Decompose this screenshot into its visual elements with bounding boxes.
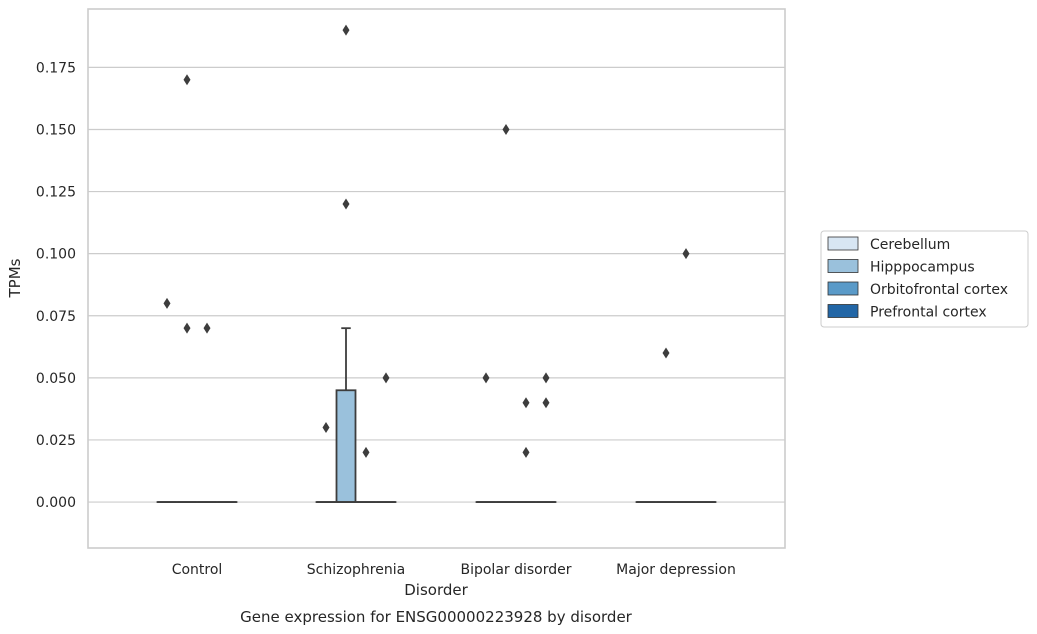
outlier-point bbox=[342, 198, 350, 210]
outlier-point bbox=[542, 397, 550, 409]
outlier-point bbox=[522, 446, 530, 458]
outlier-point bbox=[163, 297, 171, 309]
outlier-point bbox=[382, 372, 390, 384]
x-tick-label: Schizophrenia bbox=[307, 562, 405, 578]
plot-frame bbox=[87, 8, 786, 549]
outlier-point bbox=[183, 74, 191, 86]
outlier-point bbox=[662, 347, 670, 359]
outlier-point bbox=[342, 24, 350, 36]
box-body bbox=[335, 389, 357, 503]
legend-label: Hipppocampus bbox=[870, 260, 975, 276]
x-tick-label: Bipolar disorder bbox=[460, 562, 571, 578]
y-axis-label: TPMs bbox=[6, 258, 24, 298]
y-tick-label: 0.150 bbox=[36, 122, 76, 138]
outlier-point bbox=[183, 322, 191, 334]
legend-label: Orbitofrontal cortex bbox=[870, 282, 1008, 298]
y-tick-label: 0.100 bbox=[36, 247, 76, 263]
x-axis-label: Disorder bbox=[404, 581, 468, 599]
outlier-points bbox=[163, 24, 690, 458]
legend-label: Cerebellum bbox=[870, 237, 950, 253]
box-hipppocampus bbox=[335, 327, 357, 503]
y-tick-label: 0.000 bbox=[36, 495, 76, 511]
x-axis-ticks: Control Schizophrenia Bipolar disorder Majo… bbox=[172, 562, 736, 578]
outlier-point bbox=[482, 372, 490, 384]
outlier-point bbox=[542, 372, 550, 384]
outlier-point bbox=[682, 248, 690, 260]
legend-frame bbox=[820, 230, 1029, 328]
y-tick-label: 0.125 bbox=[36, 185, 76, 201]
legend-swatch bbox=[827, 281, 859, 296]
outlier-point bbox=[522, 397, 530, 409]
outlier-point bbox=[203, 322, 211, 334]
outlier-point bbox=[502, 123, 510, 135]
legend-swatch bbox=[827, 259, 859, 273]
y-tick-label: 0.175 bbox=[36, 60, 76, 76]
legend: Cerebellum Hipppocampus Orbitofrontal cort… bbox=[820, 230, 1029, 328]
box-groups bbox=[156, 327, 717, 503]
chart-title: Gene expression for ENSG00000223928 by d… bbox=[240, 608, 633, 626]
x-tick-label: Control bbox=[172, 562, 223, 578]
legend-label: Prefrontal cortex bbox=[870, 305, 987, 321]
x-tick-label: Major depression bbox=[616, 562, 736, 578]
y-axis-ticks: 0.000 0.025 0.050 0.075 0.100 0.125 0.150 0.175 bbox=[36, 60, 76, 511]
outlier-point bbox=[322, 422, 330, 434]
grid-lines bbox=[88, 66, 785, 503]
legend-swatch bbox=[827, 304, 859, 318]
outlier-point bbox=[362, 446, 370, 458]
y-tick-label: 0.075 bbox=[36, 309, 76, 325]
legend-swatch bbox=[827, 236, 859, 251]
y-tick-label: 0.050 bbox=[36, 371, 76, 387]
y-tick-label: 0.025 bbox=[36, 433, 76, 449]
